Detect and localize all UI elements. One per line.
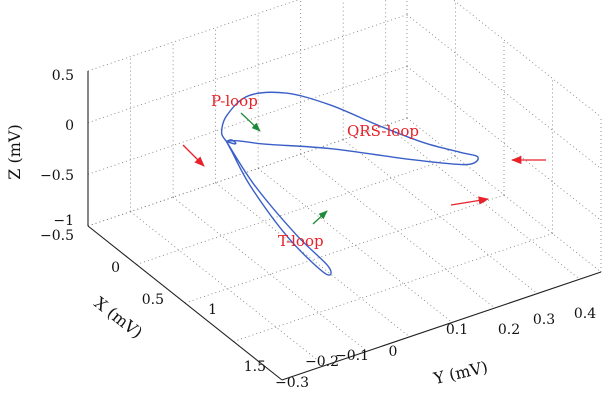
y-tick-label: −0.2: [305, 354, 339, 370]
x-tick-label: −0.5: [40, 228, 74, 244]
qrs-loop-curve: [220, 91, 479, 166]
axes: [87, 71, 602, 381]
x-tick-label: 0: [111, 260, 120, 276]
y-tick-label: 0.1: [446, 322, 468, 338]
back-grid-line: [87, 0, 299, 72]
floor-grid-line: [172, 196, 368, 352]
t-loop-label: T-loop: [278, 232, 324, 250]
back-grid-line: [87, 65, 408, 175]
direction-arrow-right: [450, 196, 490, 206]
x-axis-line: [87, 225, 283, 381]
x-tick-labels: −0.5 0 0.5 1 1.5: [40, 228, 266, 375]
qrs-loop-label: QRS-loop: [347, 122, 419, 140]
annotation-arrows: [182, 112, 546, 225]
floor-grid-line: [233, 233, 553, 342]
p-loop-label: P-loop: [211, 92, 258, 110]
t-loop-curve: [225, 141, 332, 276]
grid-lines: [87, 0, 602, 381]
floor-grid-line: [184, 194, 505, 304]
x-axis-label: X (mV): [91, 293, 147, 342]
y-tick-label: 0.2: [498, 322, 520, 338]
floor-grid-line: [215, 182, 410, 338]
y-axis-line: [281, 271, 602, 381]
p-loop-arrow: [240, 112, 261, 132]
z-axis-label: Z (mV): [5, 124, 24, 179]
z-tick-label: 0: [65, 118, 74, 134]
x-tick-label: 0.5: [142, 292, 164, 308]
z-tick-label: −1: [53, 213, 74, 229]
side-grid-line: [406, 65, 602, 221]
z-tick-labels: 0.5 0 −0.5 −1: [40, 68, 74, 229]
x-tick-label: 1: [208, 302, 217, 318]
y-tick-label: −0.3: [275, 375, 309, 391]
y-tick-label: 0.4: [574, 306, 596, 322]
z-tick-label: 0.5: [52, 68, 74, 84]
back-grid-line: [87, 14, 408, 124]
x-tick-label: 1.5: [244, 359, 266, 375]
floor-grid-line: [136, 156, 456, 265]
p-loop-curve: [225, 139, 237, 145]
y-tick-label: −0.1: [335, 348, 369, 364]
y-tick-labels: −0.3 −0.2 −0.1 0 0.1 0.2 0.3 0.4: [275, 306, 596, 391]
t-loop-arrow: [312, 210, 328, 225]
back-grid-line: [87, 117, 408, 227]
y-tick-label: 0.3: [533, 312, 555, 328]
y-axis-label: Y (mV): [431, 357, 490, 388]
ecg-loops: [220, 91, 479, 276]
z-tick-label: −0.5: [40, 168, 74, 184]
direction-arrow-left: [182, 144, 205, 167]
y-tick-label: 0: [389, 344, 398, 360]
floor-grid-line: [385, 124, 580, 280]
